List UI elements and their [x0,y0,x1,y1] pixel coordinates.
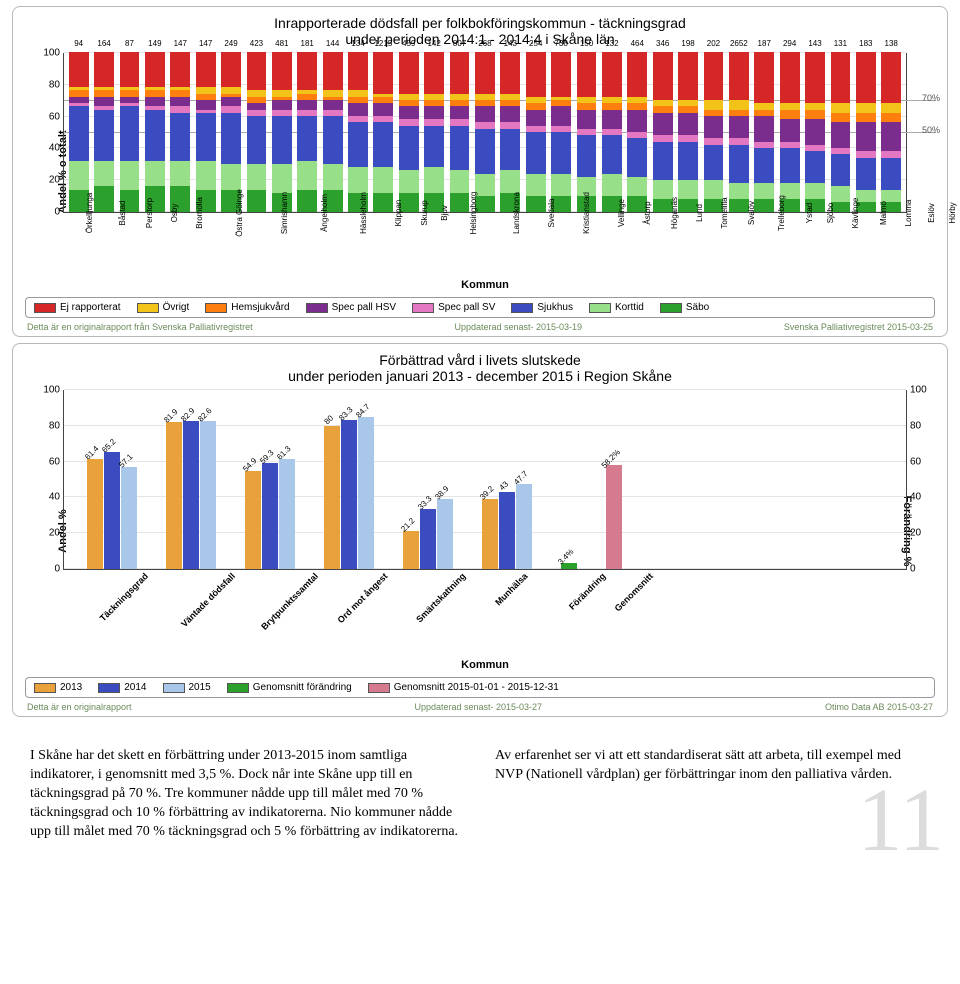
chart1-xlabel: Kommun [63,279,907,291]
legend-item: Spec pall SV [412,302,495,313]
chart2-footer-mid: Uppdaterad senast- 2015-03-27 [414,702,542,712]
body-text: I Skåne har det skett en förbättring und… [30,747,930,841]
chart1-bar: 183 [853,53,878,212]
legend-item: 2013 [34,682,82,693]
body-col-right: Av erfarenhet ser vi att ett standardise… [495,747,930,841]
chart2-group: 8083.384.7 [321,390,376,569]
chart1-bar: 142 [421,53,446,212]
chart1-bar: 181 [295,53,320,212]
chart1-footer: Detta är en originalrapport från Svenska… [25,322,935,332]
legend-item: 2014 [98,682,146,693]
chart1-bar: 254 [523,53,548,212]
chart1-bar: 94 [66,53,91,212]
chart1-bar: 149 [142,53,167,212]
chart1-bar: 87 [117,53,142,212]
legend-item: Spec pall HSV [306,302,396,313]
chart2-legend: 2013 2014 2015 Genomsnitt förändring Genomsn… [25,677,935,698]
chart2-group: 81.982.982.6 [163,390,218,569]
chart1-bar: 807 [447,53,472,212]
chart2-group: 54.959.361.3 [242,390,297,569]
legend-item: Ej rapporterat [34,302,121,313]
legend-item: Korttid [589,302,644,313]
chart1-xticks: ÖrkelljungaBåstadPerstorpOsbyBromöllaÖst… [63,213,907,275]
chart1-bar: 202 [701,53,726,212]
legend-item: Övrigt [137,302,190,313]
chart1-bar: 481 [269,53,294,212]
legend-item: Genomsnitt 2015-01-01 - 2015-12-31 [368,682,559,693]
chart2-footer-left: Detta är en originalrapport [27,702,132,712]
chart2-plot: 00202040406060808010010061.465.257.181.9… [63,390,907,570]
chart1-bar: 346 [650,53,675,212]
legend-item: Säbo [660,302,709,313]
chart1-bar: 423 [244,53,269,212]
chart2-group: 61.465.257.1 [84,390,139,569]
chart1-bar: 143 [498,53,523,212]
chart1-bar: 164 [91,53,116,212]
chart1-bar: 138 [879,53,904,212]
chart1-bar: 2652 [726,53,751,212]
chart1-bar: 268 [472,53,497,212]
chart1-footer-mid: Uppdaterad senast- 2015-03-19 [454,322,582,332]
chart2-group: 3.4% [558,390,579,569]
chart2-group: 58.2% [603,390,624,569]
chart2-xticks: TäckningsgradVäntade dödsfallBrytpunktss… [63,570,907,655]
chart1-panel: Inrapporterade dödsfall per folkbokförin… [12,6,948,337]
chart1-footer-left: Detta är en originalrapport från Svenska… [27,322,253,332]
chart1-bar: 131 [828,53,853,212]
legend-item: Hemsjukvård [205,302,289,313]
legend-item: Sjukhus [511,302,573,313]
chart2-group: 39.24347.7 [479,390,534,569]
legend-item: 2015 [163,682,211,693]
chart1-bar: 147 [168,53,193,212]
chart1-bar: 147 [193,53,218,212]
chart1-legend: Ej rapporterat Övrigt Hemsjukvård Spec pall… [25,297,935,318]
chart1-bar: 738 [548,53,573,212]
chart1-bar: 144 [320,53,345,212]
chart2-xlabel: Kommun [63,659,907,671]
chart1-bar: 187 [752,53,777,212]
chart1-plot: 02040608010070%50%9416487149147147249423… [63,53,907,213]
chart1-bar: 1215 [371,53,396,212]
chart2-footer-right: Otimo Data AB 2015-03-27 [825,702,933,712]
chart2-title: Förbättrad vård i livets slutskede under… [25,352,935,384]
chart1-footer-right: Svenska Palliativregistret 2015-03-25 [784,322,933,332]
chart1-bar: 132 [599,53,624,212]
chart1-bar: 198 [675,53,700,212]
chart2-group: 21.233.338.9 [400,390,455,569]
chart2-footer: Detta är en originalrapport Uppdaterad s… [25,702,935,712]
chart1-bar: 150 [574,53,599,212]
chart1-bar: 294 [777,53,802,212]
chart2-area: Andel % Förändring % 0020204040606080801… [63,390,907,671]
chart2-panel: Förbättrad vård i livets slutskede under… [12,343,948,717]
chart1-area: Andel % o totalt 02040608010070%50%94164… [63,53,907,291]
body-col-left: I Skåne har det skett en förbättring und… [30,747,465,841]
legend-item: Genomsnitt förändring [227,682,352,693]
chart1-bar: 143 [802,53,827,212]
chart1-bar: 459 [396,53,421,212]
chart1-bar: 464 [625,53,650,212]
chart1-bar: 134 [345,53,370,212]
